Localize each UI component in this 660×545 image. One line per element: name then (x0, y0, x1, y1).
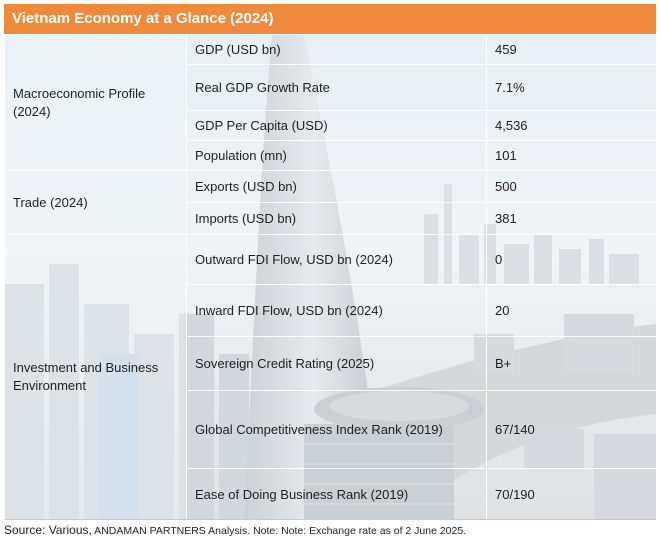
table-row: Ease of Doing Business Rank (2019) 70/19… (5, 468, 656, 519)
source-note: Source: Various, ANDAMAN PARTNERS Analys… (4, 523, 466, 537)
metric-value: 4,536 (486, 110, 656, 141)
metric-label: Global Competitiveness Index Rank (2019) (186, 390, 487, 469)
group-label: Trade (2024) (4, 170, 187, 235)
group-label: Macroeconomic Profile (2024) (4, 34, 187, 171)
group-label: Investment and Business Environment (4, 234, 187, 519)
metric-label: Ease of Doing Business Rank (2019) (186, 468, 487, 519)
metric-value: 67/140 (486, 390, 656, 469)
table-row: Trade (2024) Exports (USD bn) 500 (4, 170, 656, 235)
table-row: Investment and Business Environment Outw… (4, 234, 656, 519)
source-lead: Source: Various, (4, 523, 92, 537)
table-row: Population (mn) 101 (5, 140, 656, 171)
table-row: Real GDP Growth Rate 7.1% (5, 64, 656, 111)
metric-value: 70/190 (486, 468, 656, 519)
metric-label: Inward FDI Flow, USD bn (2024) (186, 284, 487, 337)
table-container: Macroeconomic Profile (2024) GDP (USD bn… (4, 34, 656, 520)
table-row: Macroeconomic Profile (2024) GDP (USD bn… (4, 34, 656, 171)
metric-label: Sovereign Credit Rating (2025) (186, 336, 487, 391)
metric-value: 500 (486, 170, 656, 203)
metric-label: Population (mn) (186, 140, 487, 171)
table-row: GDP Per Capita (USD) 4,536 (5, 110, 656, 141)
metric-value: 20 (486, 284, 656, 337)
metric-label: GDP (USD bn) (186, 34, 487, 65)
metric-label: GDP Per Capita (USD) (186, 110, 487, 141)
metric-label: Outward FDI Flow, USD bn (2024) (186, 234, 487, 285)
metric-value: B+ (486, 336, 656, 391)
metric-label: Exports (USD bn) (186, 170, 487, 203)
economy-card: Vietnam Economy at a Glance (2024) (4, 4, 656, 520)
card-title: Vietnam Economy at a Glance (2024) (4, 4, 656, 34)
economy-table: Macroeconomic Profile (2024) GDP (USD bn… (4, 34, 656, 519)
metric-value: 7.1% (486, 64, 656, 111)
metric-value: 101 (486, 140, 656, 171)
metric-label: Imports (USD bn) (186, 202, 487, 235)
table-row: Global Competitiveness Index Rank (2019)… (5, 390, 656, 469)
table-row: Imports (USD bn) 381 (5, 202, 656, 235)
metric-value: 381 (486, 202, 656, 235)
metric-value: 0 (486, 234, 656, 285)
source-rest: ANDAMAN PARTNERS Analysis. Note: Note: E… (91, 525, 467, 537)
metric-label: Real GDP Growth Rate (186, 64, 487, 111)
metric-value: 459 (486, 34, 656, 65)
